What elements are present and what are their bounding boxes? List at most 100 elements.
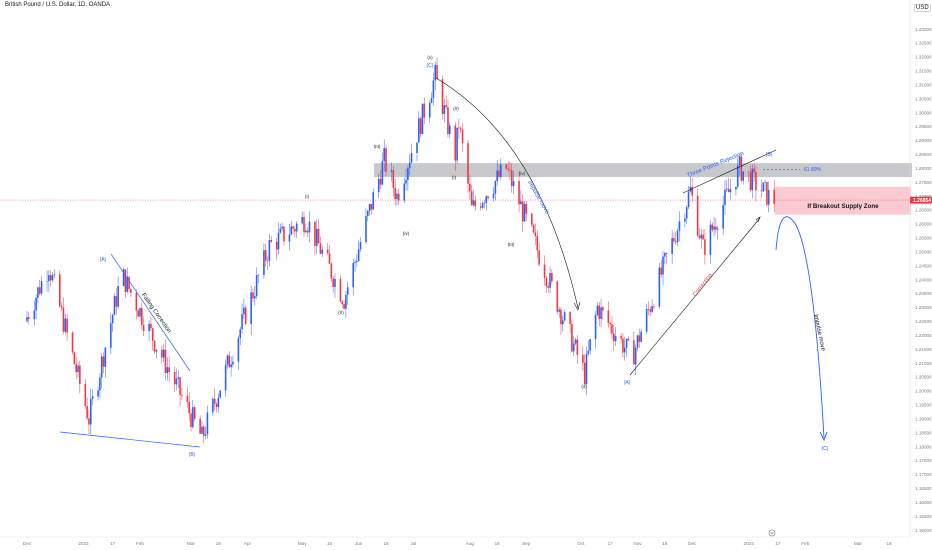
candle-body xyxy=(520,201,522,205)
candle-body xyxy=(755,172,757,191)
currency-button[interactable]: USD xyxy=(914,4,931,12)
time-axis[interactable]: Dec 2023 17 Feb Mar 16 Apr May 16 Jun 16 Jul Aug 16 Se… xyxy=(0,536,910,546)
candle-body xyxy=(60,306,63,308)
candle-body xyxy=(709,224,712,255)
candle-body xyxy=(441,79,444,114)
candle-body xyxy=(301,217,303,224)
candle-body xyxy=(487,196,489,199)
candle-body xyxy=(556,281,559,312)
candle-body xyxy=(173,372,176,385)
candle-body xyxy=(62,307,65,332)
candle-body xyxy=(370,203,373,210)
candle-body xyxy=(658,267,661,307)
candle-body xyxy=(199,418,201,434)
candle-body xyxy=(88,418,90,425)
candle-body xyxy=(456,127,458,161)
candle-body xyxy=(620,336,622,339)
candle-body xyxy=(432,80,435,98)
candle-body xyxy=(71,332,74,353)
scroll-to-realtime-chevron xyxy=(770,531,774,535)
candle-body xyxy=(357,249,360,261)
candle-body xyxy=(339,278,342,302)
candle-body xyxy=(161,349,163,358)
candle-body xyxy=(179,377,181,395)
impulse-arrowhead-2 xyxy=(819,431,828,442)
candle-body xyxy=(334,278,336,288)
candle-body xyxy=(662,256,664,275)
price-tick-label: 1.30500 xyxy=(915,96,932,101)
candle-body xyxy=(436,65,438,80)
candle-body xyxy=(702,234,704,240)
price-tick-label: 1.30000 xyxy=(915,110,932,115)
candle-body xyxy=(403,183,406,201)
candle-body xyxy=(151,328,154,341)
price-tick-label: 1.15000 xyxy=(915,528,932,533)
correction-channel-line xyxy=(629,217,761,376)
candle-body xyxy=(79,365,81,384)
candle-body xyxy=(283,226,285,242)
candle-body xyxy=(288,234,291,242)
sub-wave-ii-label: (II) xyxy=(453,106,459,111)
candle-body xyxy=(676,230,679,243)
candle-body xyxy=(142,324,145,332)
candle-body xyxy=(587,350,590,354)
candle-body xyxy=(419,118,422,134)
price-tick-label: 1.17500 xyxy=(915,458,932,463)
candle-body xyxy=(394,187,396,200)
price-tick-label: 1.16000 xyxy=(915,500,932,505)
candle-body xyxy=(77,365,79,373)
candle-body xyxy=(241,314,243,330)
candle-body xyxy=(598,305,601,319)
correction-arrowhead xyxy=(755,216,761,223)
candle-body xyxy=(319,243,322,254)
candle-body xyxy=(609,323,611,325)
candle-body xyxy=(760,190,763,192)
candle-body xyxy=(724,189,726,206)
candle-body xyxy=(228,355,231,368)
candle-body xyxy=(346,287,349,295)
candle-body xyxy=(372,192,375,210)
candle-body xyxy=(257,275,260,276)
price-axis[interactable]: 1.33000 1.32500 1.32000 1.31500 1.31000 1.305… xyxy=(909,0,932,537)
candle-body xyxy=(531,213,533,225)
price-tick-label: 1.28000 xyxy=(915,166,932,171)
candle-body xyxy=(461,129,464,144)
candle-body xyxy=(607,310,610,324)
candle-body xyxy=(100,356,103,378)
candle-body xyxy=(416,142,418,154)
candle-body xyxy=(226,355,229,365)
candle-body xyxy=(91,396,94,399)
candle-body xyxy=(751,168,754,191)
time-tick-label: Mar xyxy=(854,541,862,546)
candle-body xyxy=(385,148,387,172)
candle-body xyxy=(315,228,318,246)
candle-body xyxy=(627,338,630,341)
candle-body xyxy=(549,273,551,288)
candle-body xyxy=(469,183,471,192)
supply-zone-label: If Breakout Supply Zone xyxy=(807,203,879,210)
price-tick-label: 1.20000 xyxy=(915,389,932,394)
time-tick-label: Feb xyxy=(801,541,809,546)
candle-body xyxy=(671,238,673,254)
candle-body xyxy=(126,276,129,292)
candle-body xyxy=(614,336,617,342)
scroll-to-realtime-icon[interactable] xyxy=(768,529,776,537)
candle-body xyxy=(75,364,78,373)
candle-body xyxy=(594,314,597,340)
candle-body xyxy=(623,347,626,353)
candle-body xyxy=(59,274,61,307)
candle-body xyxy=(665,253,668,254)
candle-body xyxy=(698,235,701,239)
candle-body xyxy=(684,218,686,222)
candle-body xyxy=(46,281,48,282)
candle-body xyxy=(448,125,451,135)
candle-body xyxy=(583,362,586,385)
time-tick-label: Oct xyxy=(577,541,585,546)
fib-level-label: 61.80% xyxy=(804,167,822,173)
candle-body xyxy=(651,306,653,312)
candle-body xyxy=(664,253,666,257)
candle-body xyxy=(166,367,169,374)
candle-body xyxy=(277,232,280,250)
candle-body xyxy=(649,309,652,312)
